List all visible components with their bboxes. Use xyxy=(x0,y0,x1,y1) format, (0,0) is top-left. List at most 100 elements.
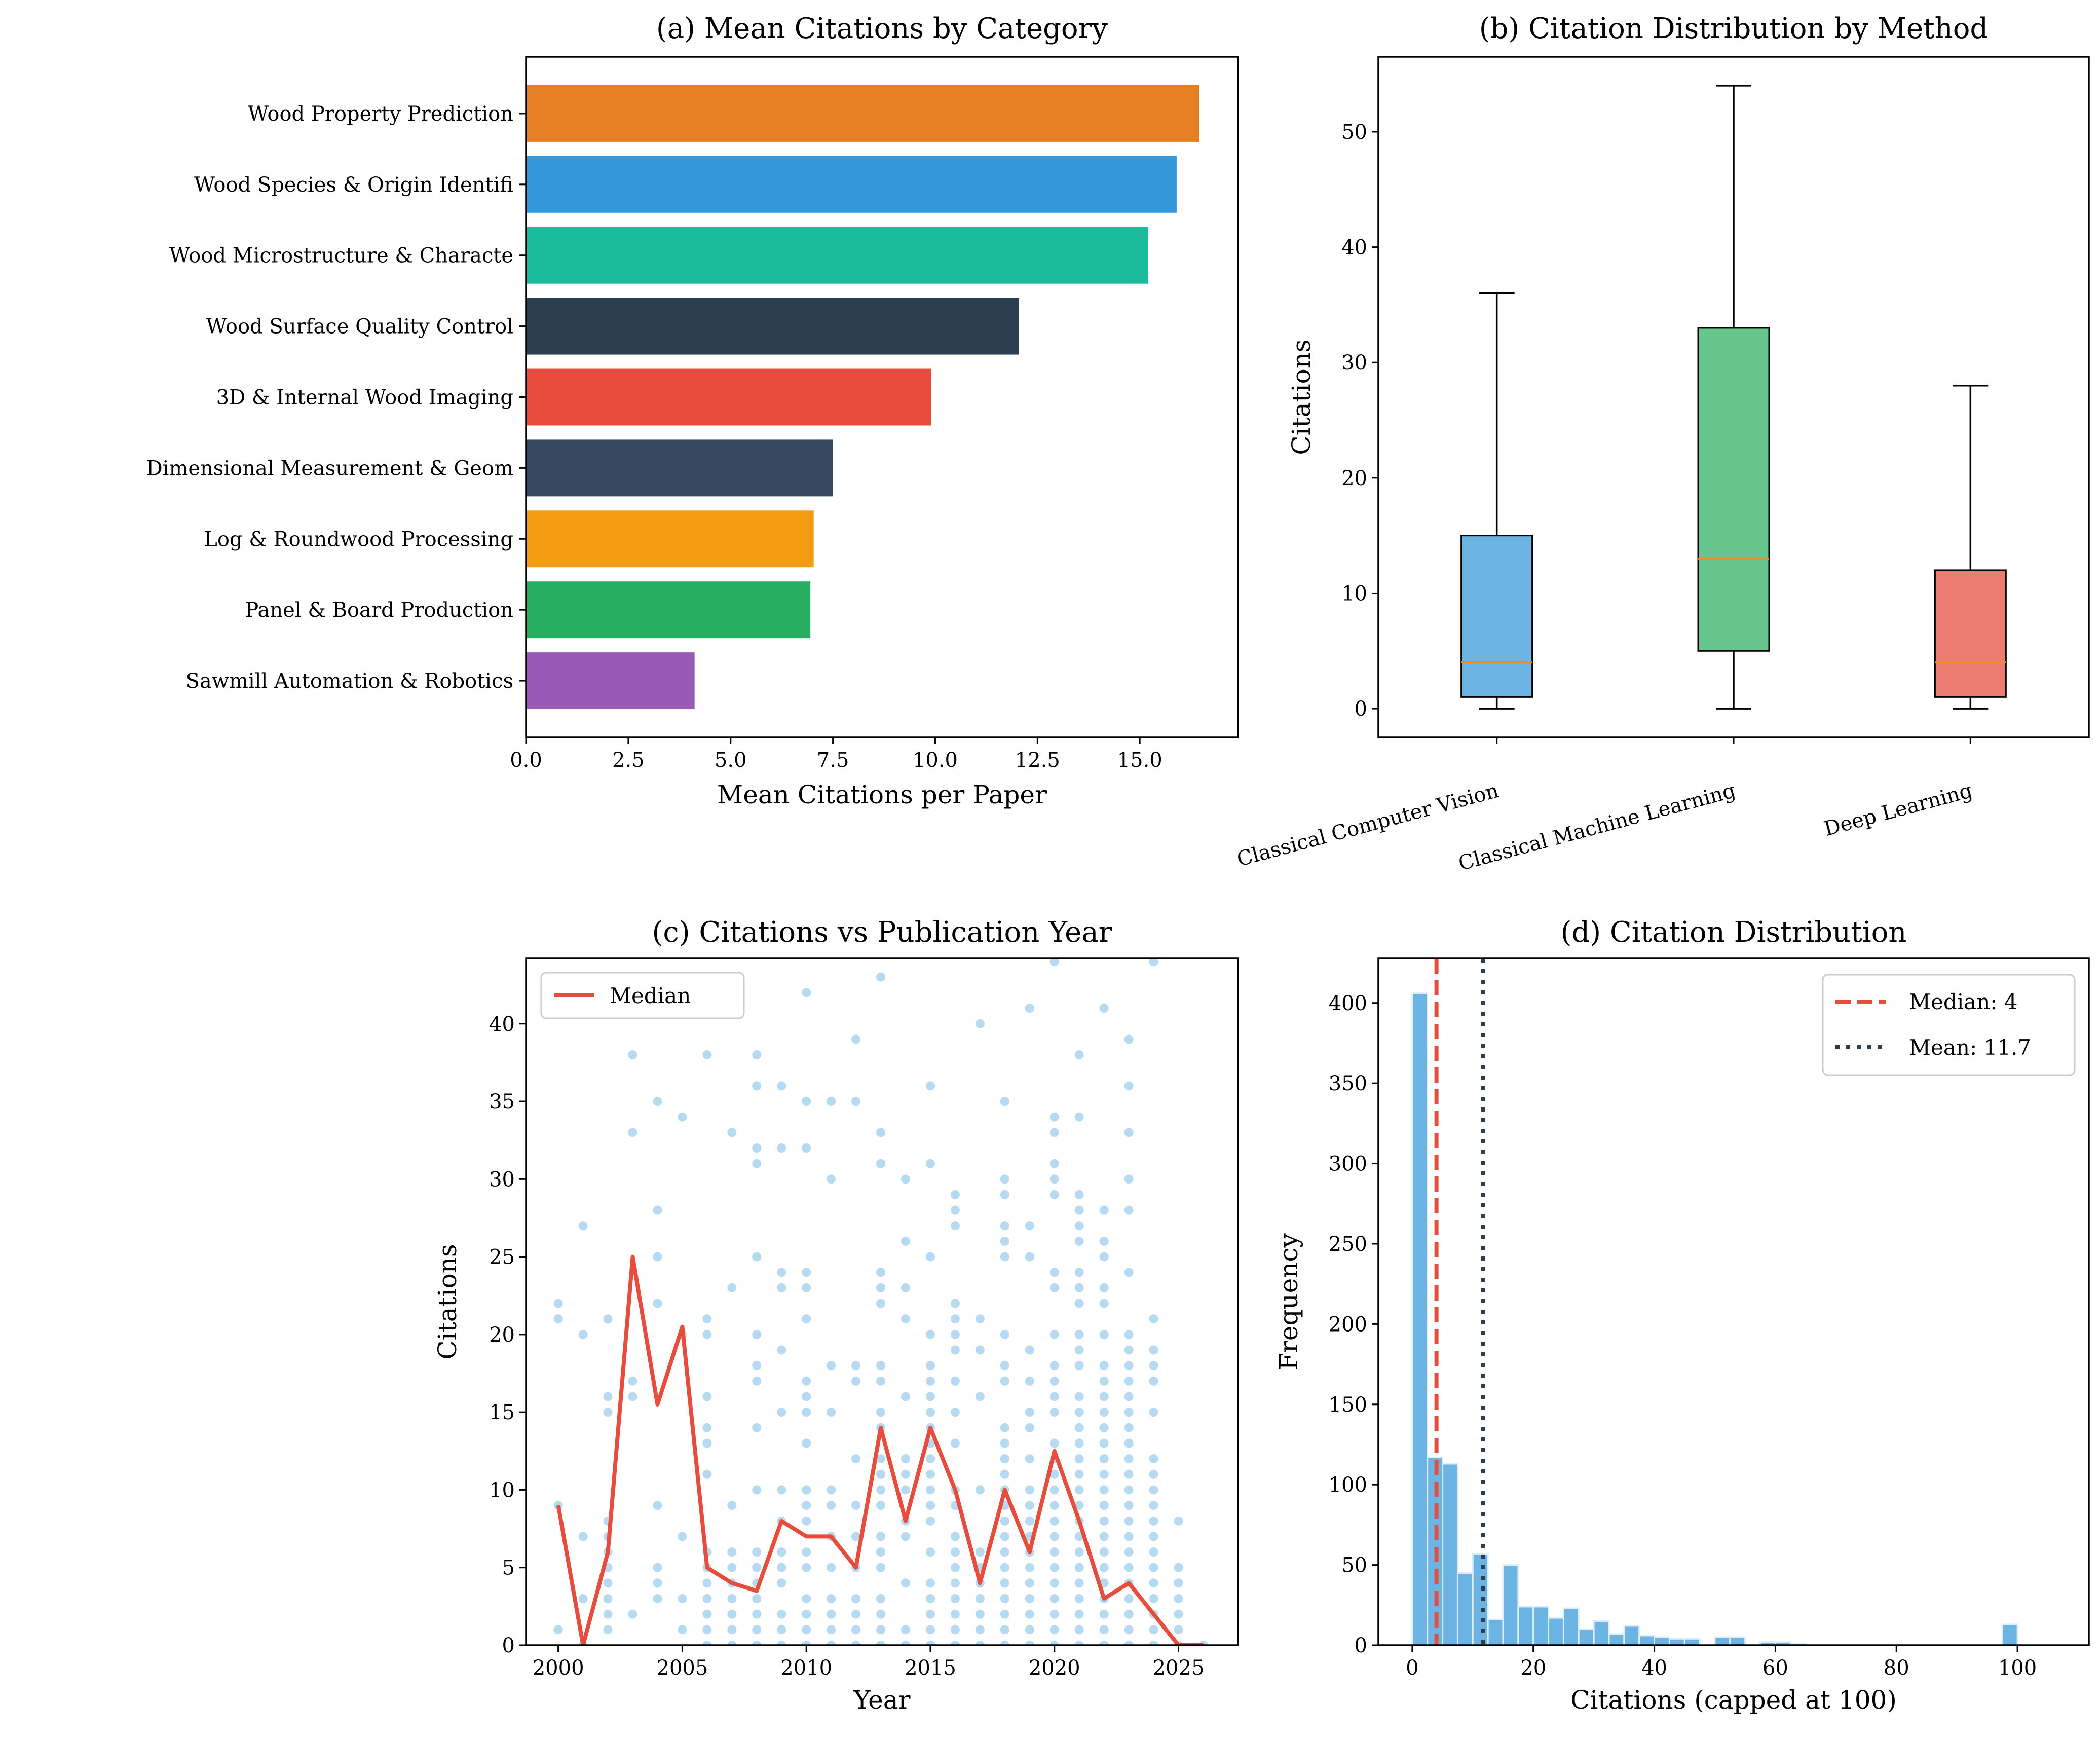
scatter-point xyxy=(1049,1501,1059,1510)
histogram-bar xyxy=(1411,992,1429,1646)
scatter-point xyxy=(702,1392,712,1401)
scatter-point xyxy=(802,1516,811,1526)
histogram-bar xyxy=(1714,1636,1731,1646)
scatter-point xyxy=(901,1314,911,1324)
scatter-point xyxy=(802,1438,811,1448)
histogram-bar xyxy=(2001,1623,2018,1646)
scatter-point xyxy=(1049,1547,1059,1557)
scatter-point xyxy=(1099,1609,1109,1619)
scatter-point xyxy=(553,1625,563,1635)
scatter-point xyxy=(876,1532,886,1541)
scatter-point xyxy=(1124,1329,1134,1339)
scatter-point xyxy=(1049,1329,1059,1339)
x-tick-label: 2005 xyxy=(657,1656,708,1680)
scatter-point xyxy=(553,1299,563,1308)
scatter-point xyxy=(876,1547,886,1557)
scatter-point xyxy=(1025,1609,1034,1619)
x-tick-label: 40 xyxy=(1641,1656,1667,1680)
scatter-point xyxy=(950,1221,960,1231)
scatter-point xyxy=(851,1034,861,1044)
y-tick-label: 5 xyxy=(502,1557,515,1580)
scatter-point xyxy=(1000,1376,1009,1386)
scatter-point xyxy=(802,1501,811,1510)
scatter-point xyxy=(925,1578,935,1588)
scatter-point xyxy=(925,1159,935,1168)
scatter-point xyxy=(901,1625,911,1635)
histogram-bar xyxy=(1683,1638,1701,1646)
legend: Median xyxy=(540,972,745,1019)
bar xyxy=(526,368,931,426)
scatter-point xyxy=(1000,1625,1009,1635)
scatter-point xyxy=(802,1547,811,1557)
scatter-point xyxy=(802,1408,811,1417)
scatter-point xyxy=(1124,1345,1134,1355)
scatter-point xyxy=(975,1641,985,1645)
scatter-point xyxy=(1000,1221,1009,1231)
scatter-point xyxy=(901,1454,911,1464)
scatter-point xyxy=(827,1563,836,1572)
bar xyxy=(526,156,1177,213)
scatter-point xyxy=(1025,1578,1034,1588)
scatter-point xyxy=(603,1578,613,1588)
y-axis-label: Frequency xyxy=(1274,1233,1303,1371)
scatter-point xyxy=(752,1329,762,1339)
scatter-point xyxy=(1124,1376,1134,1386)
y-tick-label: 400 xyxy=(1329,992,1367,1015)
y-tick-label: 250 xyxy=(1329,1233,1367,1256)
scatter-point xyxy=(802,1376,811,1386)
scatter-point xyxy=(777,1547,786,1557)
scatter-point xyxy=(827,1625,836,1635)
scatter-point xyxy=(876,972,886,982)
scatter-point xyxy=(925,1641,935,1645)
scatter-point xyxy=(925,1469,935,1479)
scatter-point xyxy=(727,1609,737,1619)
scatter-point xyxy=(1074,1299,1084,1308)
chart-title: (a) Mean Citations by Category xyxy=(656,12,1108,45)
scatter-point xyxy=(1074,1454,1084,1464)
scatter-point xyxy=(1000,1190,1009,1199)
scatter-point xyxy=(1074,1438,1084,1448)
scatter-point xyxy=(1025,1516,1034,1526)
scatter-point xyxy=(925,1547,935,1557)
scatter-point xyxy=(876,1299,886,1308)
scatter-point xyxy=(702,1314,712,1324)
scatter-point xyxy=(1124,1268,1134,1277)
scatter-point xyxy=(1099,1454,1109,1464)
scatter-point xyxy=(777,1283,786,1292)
scatter-point xyxy=(950,1625,960,1635)
scatter-point xyxy=(628,1128,638,1137)
scatter-point xyxy=(1149,1501,1158,1510)
y-tick-label: 35 xyxy=(489,1090,515,1114)
scatter-point xyxy=(1099,1532,1109,1541)
scatter-point xyxy=(1099,1283,1109,1292)
scatter-point xyxy=(628,1376,638,1386)
scatter-point xyxy=(1000,1097,1009,1106)
scatter-point xyxy=(1149,1641,1158,1645)
scatter-point xyxy=(653,1563,662,1572)
y-axis-label: Citations xyxy=(1287,339,1316,455)
scatter-point xyxy=(727,1563,737,1572)
bar xyxy=(526,227,1148,284)
scatter-point xyxy=(975,1019,985,1028)
scatter-point xyxy=(1149,1469,1158,1479)
scatter-point xyxy=(901,1236,911,1246)
scatter-point xyxy=(603,1594,613,1604)
scatter-point xyxy=(1149,1625,1158,1635)
scatter-point xyxy=(1099,1236,1109,1246)
scatter-point xyxy=(1074,1329,1084,1339)
bar xyxy=(526,85,1199,142)
x-tick-label: 7.5 xyxy=(817,749,849,772)
scatter-point xyxy=(1000,1641,1009,1645)
histogram-bar xyxy=(1502,1564,1519,1646)
scatter-point xyxy=(1074,1423,1084,1432)
scatter-point xyxy=(752,1625,762,1635)
scatter-point xyxy=(1124,1609,1134,1619)
histogram-bar xyxy=(1654,1636,1670,1646)
x-tick-label: 0 xyxy=(1406,1656,1418,1680)
y-tick-label: 50 xyxy=(1341,1554,1367,1577)
scatter-point xyxy=(1124,1501,1134,1510)
scatter-point xyxy=(851,1097,861,1106)
scatter-point xyxy=(802,1625,811,1635)
